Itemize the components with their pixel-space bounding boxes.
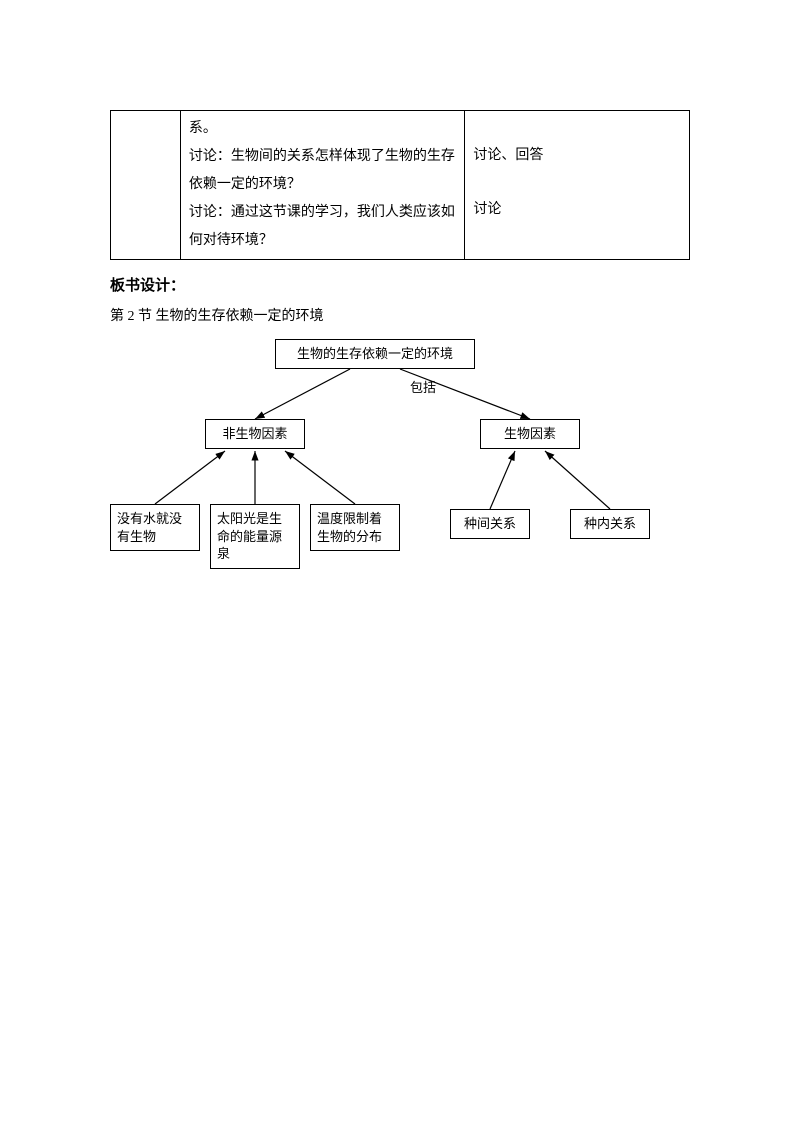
node-leaf-3: 温度限制着生物的分布 [310, 504, 400, 551]
table-col2: 系。 讨论：生物间的关系怎样体现了生物的生存依赖一定的环境？ 讨论：通过这节课的… [180, 111, 464, 260]
node-left-label: 非生物因素 [222, 426, 287, 441]
concept-diagram: 生物的生存依赖一定的环境 包括 非生物因素 生物因素 没有水就没有生物 太阳光是… [110, 339, 690, 609]
node-leaf-1: 没有水就没有生物 [110, 504, 200, 551]
section-title: 第 2 节 生物的生存依赖一定的环境 [110, 305, 690, 325]
col3-line1: 讨论、回答 [473, 142, 681, 170]
include-label: 包括 [410, 377, 436, 396]
node-leaf-4: 种间关系 [450, 509, 530, 539]
board-design-heading: 板书设计： [110, 274, 690, 295]
node-leaf-5: 种内关系 [570, 509, 650, 539]
node-root-label: 生物的生存依赖一定的环境 [297, 346, 453, 361]
lesson-table: 系。 讨论：生物间的关系怎样体现了生物的生存依赖一定的环境？ 讨论：通过这节课的… [110, 110, 690, 260]
node-right-branch: 生物因素 [480, 419, 580, 449]
node-right-label: 生物因素 [504, 426, 556, 441]
leaf5-label: 种内关系 [584, 516, 636, 531]
col2-line3: 讨论：通过这节课的学习，我们人类应该如何对待环境？ [189, 199, 456, 255]
col3-line2: 讨论 [473, 196, 681, 224]
col2-line2: 讨论：生物间的关系怎样体现了生物的生存依赖一定的环境？ [189, 143, 456, 199]
leaf4-label: 种间关系 [464, 516, 516, 531]
leaf2-label: 太阳光是生命的能量源泉 [217, 511, 282, 561]
table-col1 [111, 111, 181, 260]
node-root: 生物的生存依赖一定的环境 [275, 339, 475, 369]
leaf1-label: 没有水就没有生物 [117, 511, 182, 544]
node-left-branch: 非生物因素 [205, 419, 305, 449]
col2-line1: 系。 [189, 115, 456, 143]
leaf3-label: 温度限制着生物的分布 [317, 511, 382, 544]
node-leaf-2: 太阳光是生命的能量源泉 [210, 504, 300, 569]
diagram-arrows [110, 339, 690, 609]
table-col3: 讨论、回答 讨论 [465, 111, 690, 260]
